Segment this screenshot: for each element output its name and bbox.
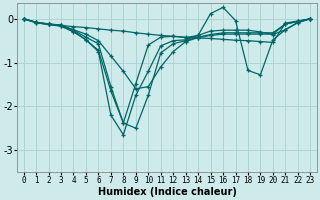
X-axis label: Humidex (Indice chaleur): Humidex (Indice chaleur) — [98, 187, 236, 197]
